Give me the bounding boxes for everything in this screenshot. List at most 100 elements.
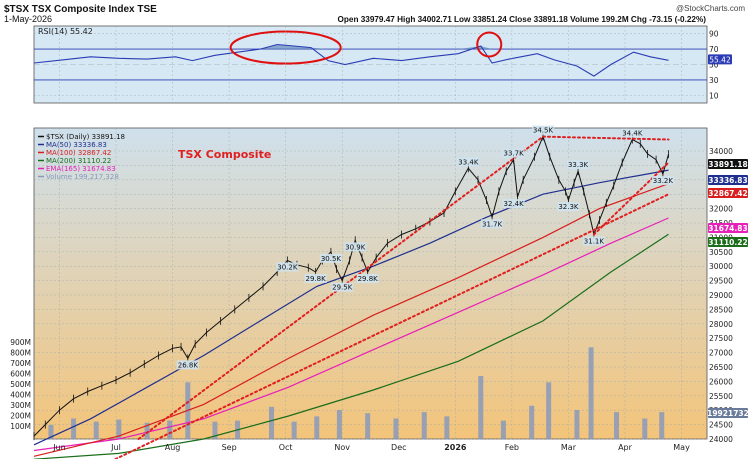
price-tick-label: 26000	[709, 377, 733, 386]
ma200-line	[33, 233, 669, 459]
price-annotation: 34.5K	[533, 127, 554, 135]
annotation-bg	[457, 157, 480, 167]
value-tag-bg	[708, 175, 748, 185]
legend-entry-ma200: MA(200) 31110.22	[46, 157, 111, 165]
value-tag-bg	[708, 223, 748, 233]
value-tag-ma100: 32867.42	[708, 189, 747, 198]
price-tick-label: 28000	[709, 320, 733, 329]
annotation-bg	[481, 219, 504, 229]
volume-bar	[529, 405, 535, 439]
chart-symbol-title: $TSX TSX Composite Index TSE	[4, 4, 157, 15]
price-annotation: 30.5K	[321, 255, 342, 263]
value-tag-bg	[708, 188, 748, 198]
volume-tick-label: 300M	[10, 401, 31, 410]
volume-bar	[144, 422, 150, 439]
annotation-bg	[304, 273, 327, 283]
price-annotation: 32.4K	[503, 200, 524, 208]
price-tick-label: 28500	[709, 305, 733, 314]
volume-bar	[500, 420, 506, 439]
annotation-bg	[557, 201, 580, 211]
price-annotation: 33.4K	[458, 158, 479, 166]
volume-bar	[71, 418, 77, 439]
price-annotation: 29.8K	[358, 275, 379, 283]
volume-bar	[659, 412, 665, 439]
value-tag-bg	[708, 408, 748, 418]
price-annotation: 34.4K	[622, 130, 643, 138]
price-annotation: 31.7K	[482, 220, 503, 228]
annotation-bg	[567, 160, 590, 170]
volume-bar	[93, 421, 99, 439]
chart-title: TSX Composite	[178, 148, 271, 161]
trendline	[113, 193, 670, 459]
price-annotation: 26.8K	[178, 361, 199, 369]
rsi-tick-label: 70	[709, 45, 719, 54]
volume-bar	[291, 421, 297, 439]
price-tick-label: 24500	[709, 421, 733, 430]
value-tag-price: 33891.18	[708, 160, 747, 169]
ma100-line	[33, 183, 669, 457]
annotation-bg	[502, 199, 525, 209]
value-tag-volume: 19921732	[707, 409, 749, 418]
trendline	[541, 135, 670, 141]
rsi-legend: RSI(14) 55.42	[38, 27, 93, 36]
annotation-bg	[176, 360, 199, 370]
legend-entry-volume: Volume 199,217,328	[46, 173, 119, 181]
price-annotation: 30.2K	[277, 263, 298, 271]
chart-date: 1-May-2026	[4, 14, 52, 24]
price-tick-label: 34000	[709, 147, 733, 156]
rsi-tick-label: 30	[709, 76, 719, 85]
x-tick-label: Mar	[561, 443, 577, 452]
annotation-bg	[331, 282, 354, 292]
annotation-bg	[344, 242, 367, 252]
price-tick-label: 29000	[709, 291, 733, 300]
volume-bar	[269, 406, 275, 439]
price-annotation: 29.5K	[332, 284, 353, 292]
volume-bar	[642, 418, 648, 439]
volume-bar	[212, 421, 218, 439]
ma50-line	[33, 169, 669, 446]
value-tag-bg	[708, 237, 748, 247]
rsi-line	[33, 43, 669, 77]
price-annotation: 29.8K	[306, 275, 327, 283]
volume-bar	[478, 376, 484, 439]
rsi-value-tag: 55.42	[709, 55, 731, 64]
price-tick-label: 25500	[709, 392, 733, 401]
volume-tick-label: 100M	[10, 422, 31, 431]
price-tick-label: 30000	[709, 262, 733, 271]
price-tick-label: 27500	[709, 334, 733, 343]
x-tick-label: Jun	[52, 443, 66, 452]
annotation-bg	[621, 128, 644, 138]
volume-bar	[444, 416, 450, 439]
annotation-bg	[319, 253, 342, 263]
volume-bar	[614, 412, 620, 439]
x-tick-label: Aug	[165, 443, 181, 452]
x-tick-label: Jul	[110, 443, 121, 452]
price-tick-label: 32000	[709, 205, 733, 214]
volume-bar	[588, 347, 594, 439]
x-tick-label: Apr	[618, 443, 633, 452]
value-tag-ma50: 33336.83	[708, 176, 747, 185]
annotation-bg	[276, 262, 299, 272]
value-tag-ma200: 31110.22	[708, 238, 747, 247]
price-annotation: 30.9K	[345, 243, 366, 251]
annotation-bg	[582, 236, 605, 246]
volume-bar	[48, 424, 54, 439]
rsi-highlight-circle	[476, 31, 503, 58]
legend-entry-ma100: MA(100) 32867.42	[46, 149, 111, 157]
volume-tick-label: 500M	[10, 380, 31, 389]
price-tick-label: 29500	[709, 277, 733, 286]
price-annotation: 33.3K	[568, 161, 589, 169]
x-tick-label: May	[673, 443, 690, 452]
x-tick-label: Oct	[279, 443, 293, 452]
price-annotation: 31.1K	[584, 238, 605, 246]
x-tick-label: Nov	[334, 443, 350, 452]
legend-entry-ma50: MA(50) 33336.83	[46, 141, 107, 149]
annotation-bg	[502, 148, 525, 158]
volume-bar	[393, 418, 399, 439]
rsi-tag-bg	[708, 54, 732, 65]
volume-tick-label: 600M	[10, 370, 31, 379]
volume-bar	[574, 410, 580, 439]
legend-entry-ema165: EMA(165) 31674.83	[46, 165, 116, 173]
x-tick-label: Feb	[505, 443, 519, 452]
volume-bar	[421, 412, 427, 439]
